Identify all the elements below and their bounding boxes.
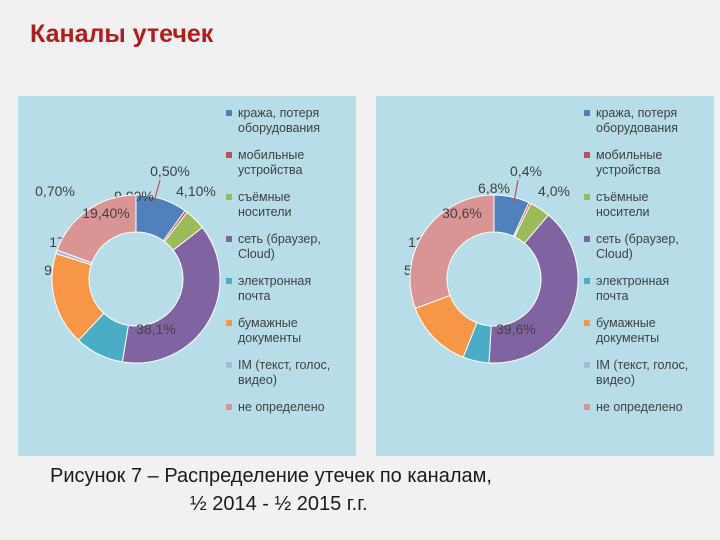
legend-label: почта [238,289,271,303]
legend-label: бумажные [596,316,656,330]
legend-label: кража, потеря [238,106,320,120]
legend-label: устройства [596,163,661,177]
legend-item: съёмные носители [226,190,354,232]
figure-caption: Рисунок 7 – Распределение утечек по кана… [50,462,650,518]
legend-item: мобильные устройства [226,148,354,190]
slice-data-label: 0,4% [510,163,542,179]
legend-item: IM (текст, голос, видео) [584,358,712,400]
legend-label: оборудования [596,121,679,135]
donut-chart-2015: 6,8%0,4%4,0%39,6%5,0%13,3%30,6% кража, п… [376,96,714,456]
legend-swatch [584,236,590,242]
page-title: Каналы утечек [30,20,214,48]
legend-label: электронная [238,274,312,288]
legend-label: документы [238,331,302,345]
legend-label: мобильные [238,148,305,162]
legend-label: почта [596,289,629,303]
legend-label: не определено [596,400,683,414]
legend-label: кража, потеря [596,106,678,120]
legend-item: бумажные документы [584,316,712,358]
legend-swatch [226,404,232,410]
legend-label: съёмные [596,190,649,204]
legend-label: электронная [596,274,670,288]
donut-chart-svg: 6,8%0,4%4,0%39,6%5,0%13,3%30,6% [404,163,579,364]
legend-label: устройства [238,163,303,177]
legend-item: сеть (браузер, Cloud) [226,232,354,274]
donut-chart-2014: 9,90%0,50%4,10%38,1%9,40%17,90%0,70%19,4… [18,96,356,456]
chart-legend: кража, потеря оборудования мобильные устрой… [226,106,354,442]
legend-label: Cloud) [238,247,275,261]
legend-item: съёмные носители [584,190,712,232]
legend-label: съёмные [238,190,291,204]
legend-swatch [584,404,590,410]
legend-item: электронная почта [226,274,354,316]
legend-swatch [226,236,232,242]
legend-swatch [584,194,590,200]
slice-data-label: 0,50% [150,163,190,179]
legend-label: сеть (браузер, [238,232,321,246]
donut-slice [56,194,137,264]
legend-swatch [226,110,232,116]
legend-label: не определено [238,400,325,414]
legend-item: электронная почта [584,274,712,316]
legend-swatch [226,362,232,368]
legend-item: кража, потеря оборудования [226,106,354,148]
legend-item: мобильные устройства [584,148,712,190]
slice-data-label: 19,40% [82,205,129,221]
legend-label: IM (текст, голос, [238,358,331,372]
donut-slice [121,226,221,364]
legend-swatch [226,320,232,326]
slice-data-label: 6,8% [478,180,510,196]
legend-item: кража, потеря оборудования [584,106,712,148]
legend-label: оборудования [238,121,321,135]
legend-swatch [584,152,590,158]
donut-chart-svg: 9,90%0,50%4,10%38,1%9,40%17,90%0,70%19,4… [35,163,221,364]
slice-data-label: 30,6% [442,205,482,221]
slice-data-label: 38,1% [136,321,176,337]
legend-item: не определено [226,400,354,442]
legend-swatch [226,278,232,284]
donut-slice [409,194,495,310]
legend-swatch [226,152,232,158]
legend-label: сеть (браузер, [596,232,679,246]
legend-label: IM (текст, голос, [596,358,689,372]
legend-swatch [584,278,590,284]
legend-swatch [584,320,590,326]
legend-label: мобильные [596,148,663,162]
legend-label: носители [238,205,292,219]
legend-swatch [584,110,590,116]
legend-label: документы [596,331,660,345]
donut-slice [488,214,579,364]
legend-label: носители [596,205,650,219]
legend-label: видео) [596,373,635,387]
legend-item: IM (текст, голос, видео) [226,358,354,400]
legend-item: сеть (браузер, Cloud) [584,232,712,274]
slice-data-label: 4,0% [538,183,570,199]
legend-label: бумажные [238,316,298,330]
slice-data-label: 4,10% [176,183,216,199]
legend-label: видео) [238,373,277,387]
chart-legend: кража, потеря оборудования мобильные устрой… [584,106,712,442]
legend-swatch [584,362,590,368]
legend-swatch [226,194,232,200]
legend-item: бумажные документы [226,316,354,358]
slice-data-label: 0,70% [35,183,75,199]
label-leader-line [153,179,161,203]
legend-item: не определено [584,400,712,442]
label-leader-line [513,179,519,203]
slice-data-label: 39,6% [496,321,536,337]
legend-label: Cloud) [596,247,633,261]
caption-line-1: Рисунок 7 – Распределение утечек по кана… [50,465,492,487]
caption-line-2: ½ 2014 - ½ 2015 г.г. [190,493,368,515]
